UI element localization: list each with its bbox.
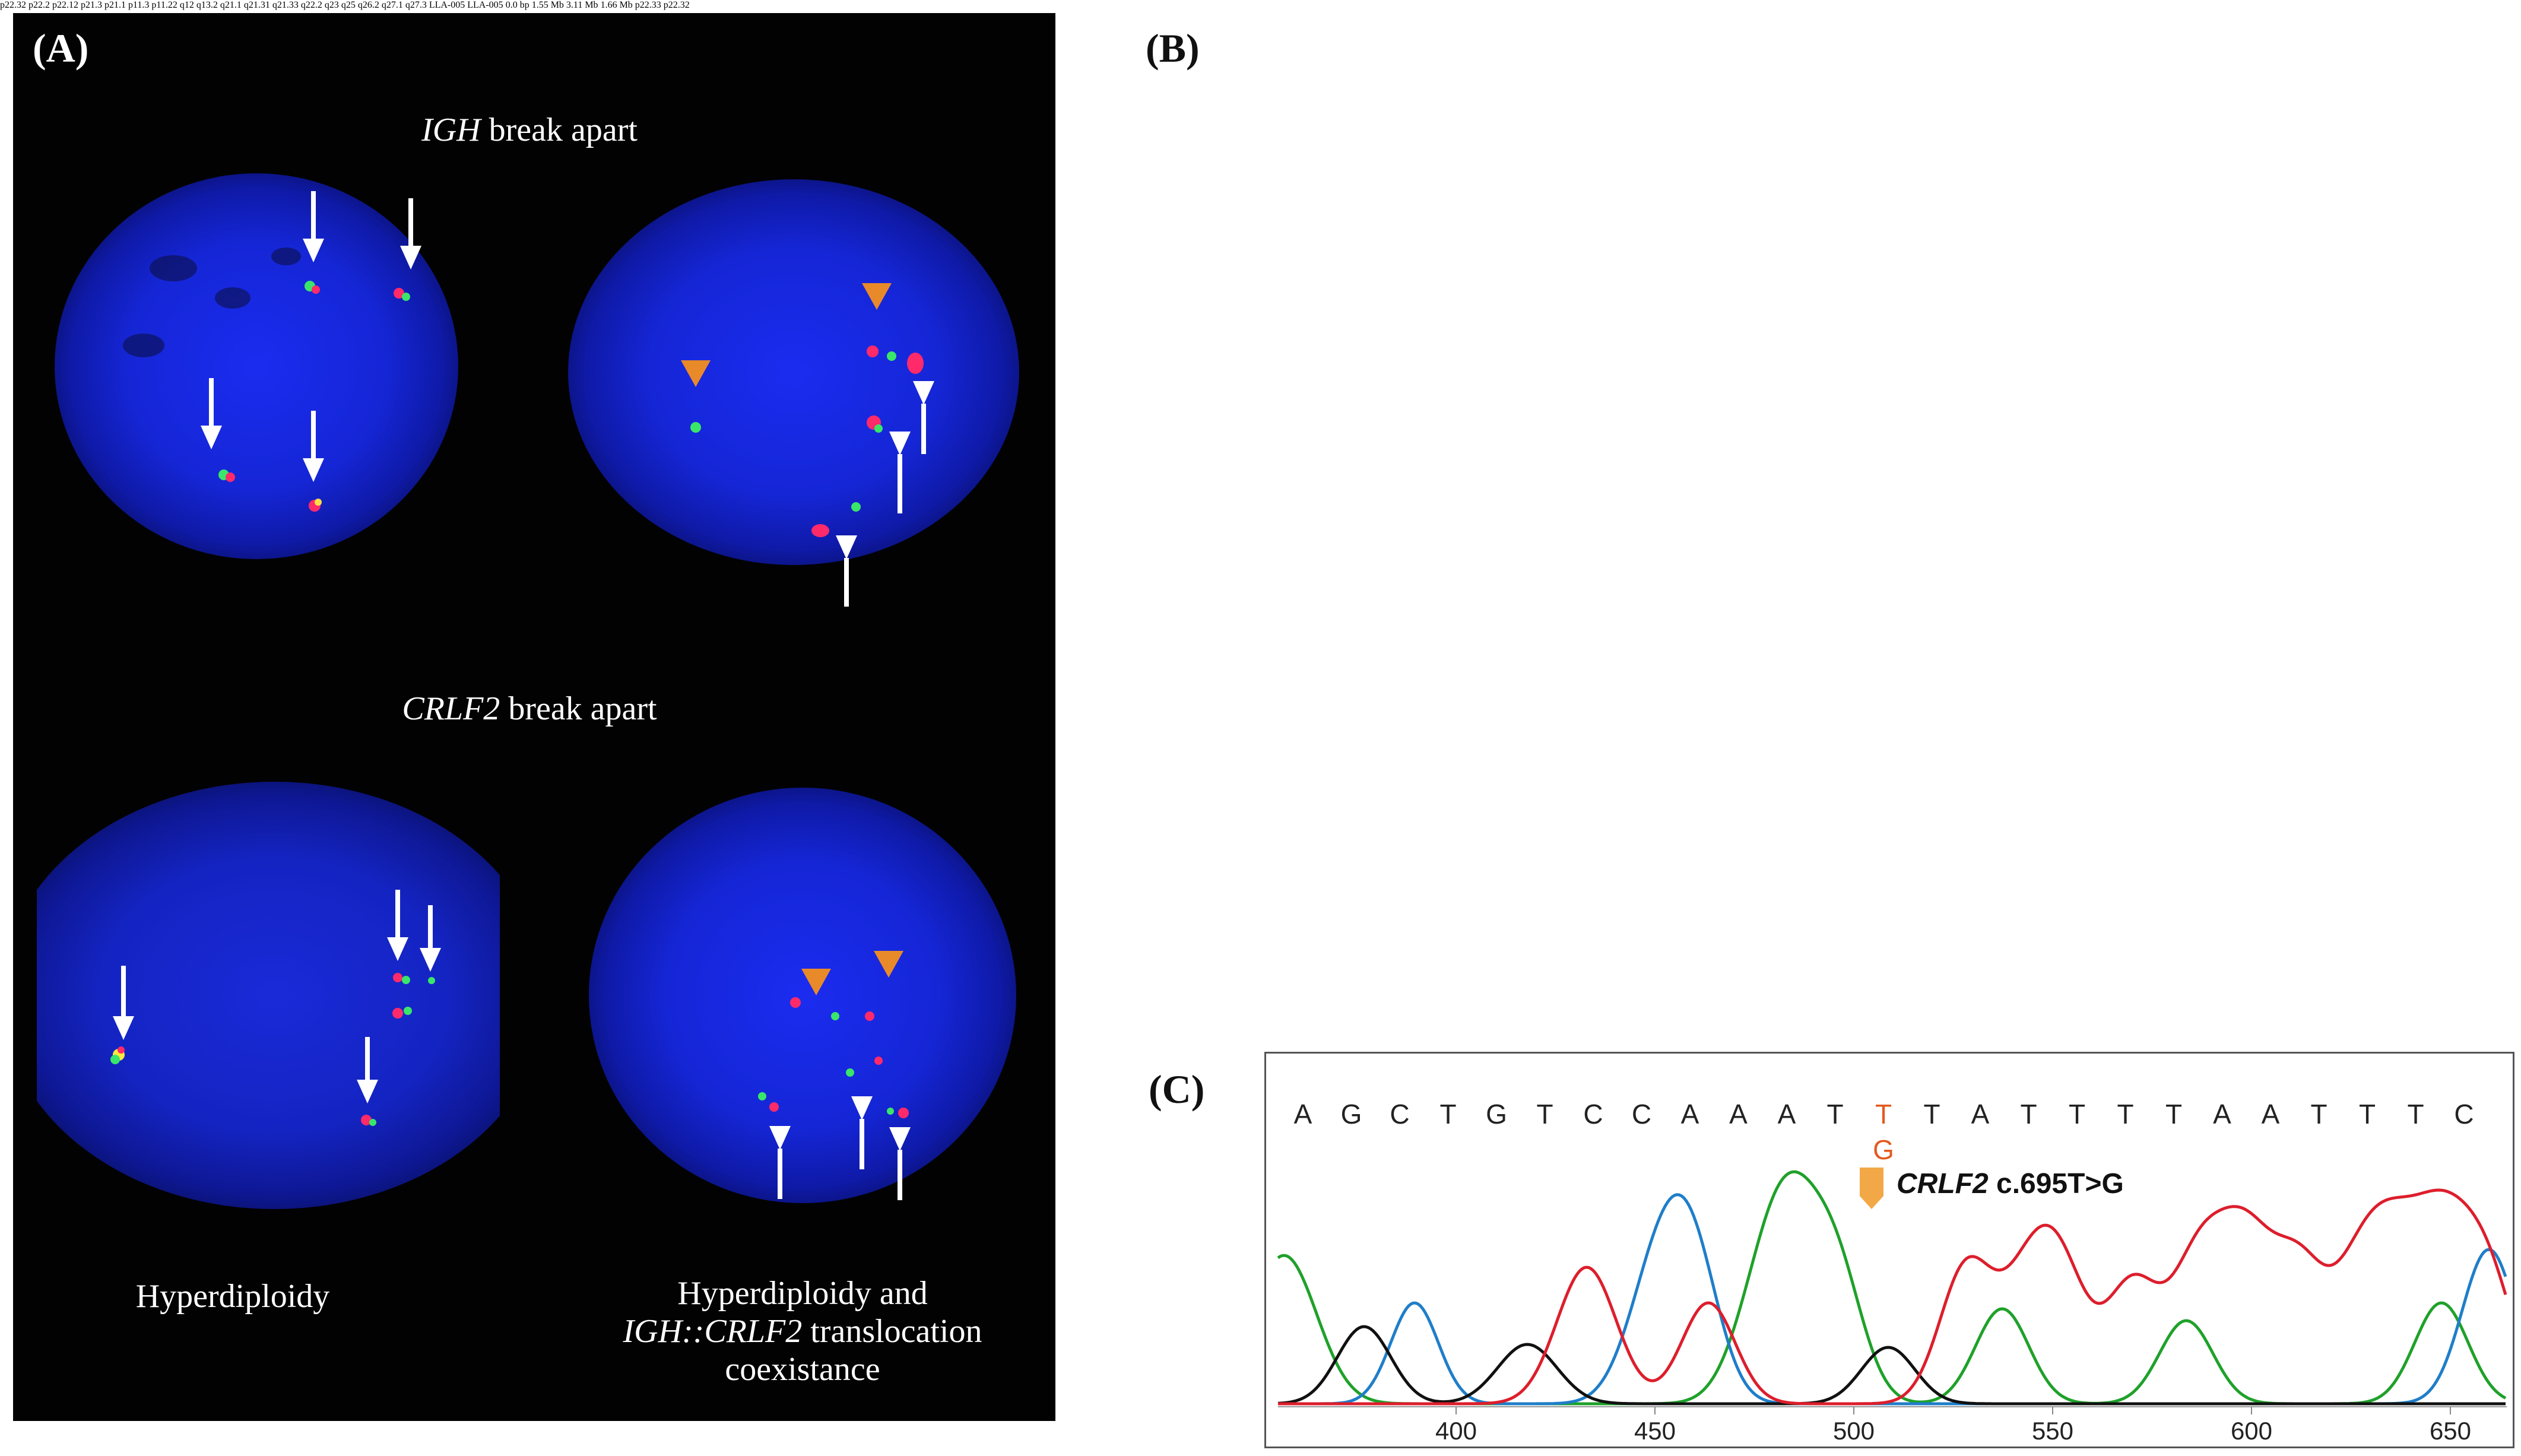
sequence-base: T: [1826, 1099, 1843, 1130]
fish-cell-igh-normal: [37, 150, 476, 589]
sequence-base: T: [1923, 1099, 1940, 1130]
sequence-base: G: [1486, 1099, 1507, 1130]
panel-c-label: (C): [1149, 1067, 1205, 1112]
fish-image-panel: IGH break apart CRLF2 break apart: [13, 13, 1055, 1421]
crlf2-gene-box: PLCSHOXCRLF2CSF2RAIL3RASLC25A6ASMTLP2RY8…: [506, 0, 690, 10]
sequence-base: A: [1681, 1099, 1699, 1130]
sequence-base: T: [1536, 1099, 1553, 1130]
alternate-base: G: [1873, 1134, 1894, 1165]
sample-label-right: LLA-005: [467, 0, 503, 10]
sequence-base: A: [2213, 1099, 2231, 1130]
panel-b-label: (B): [1146, 26, 1200, 71]
sequence-base: T: [2165, 1099, 2182, 1130]
fish-cell-crlf2-split: [547, 776, 1040, 1221]
x-tick-label: 500: [1833, 1417, 1875, 1445]
sample-label-left: LLA-005: [429, 0, 465, 10]
sequence-base: A: [2262, 1099, 2280, 1130]
sequence-base: C: [2454, 1099, 2474, 1130]
sequence-base: A: [1729, 1099, 1748, 1130]
fish-signals: [123, 191, 421, 512]
panel-a-label: (A): [33, 26, 89, 71]
x-tick-label: 650: [2430, 1417, 2471, 1445]
sequence-base: T: [2020, 1099, 2037, 1130]
sequence-base: A: [1294, 1099, 1312, 1130]
fish-signals: [110, 890, 441, 1126]
fish-cell-igh-split: [559, 156, 1046, 607]
caption-hyperdiploidy-translocation: Hyperdiploidy and IGH::CRLF2 translocati…: [623, 1275, 982, 1388]
igh-break-apart-title: IGH break apart: [421, 112, 638, 148]
sequence-base: C: [1390, 1099, 1409, 1130]
genomic-scale: 0.0 bp 1.55 Mb 3.11 Mb 1.66 Mb p22.33 p2…: [505, 0, 690, 10]
trace-C: [1278, 1193, 2507, 1406]
sequence-base: A: [1971, 1099, 1990, 1130]
fish-signals: [681, 283, 934, 607]
sequence-base: T: [1875, 1099, 1892, 1130]
sequence-base: T: [2359, 1099, 2376, 1130]
caption-hyperdiploidy: Hyperdiploidy: [135, 1278, 330, 1315]
sequence-base: T: [2407, 1099, 2424, 1130]
zoom-plot: LLA-005 -4-3-2-101234 PLCSHOXCRLF2CSF2RA…: [467, 0, 690, 10]
overview-plot: LLA-005 -4-3-2-101234: [429, 0, 467, 10]
fish-cell-crlf2-normal: [37, 776, 500, 1215]
crlf2-break-apart-title: CRLF2 break apart: [402, 690, 657, 727]
trace-A: [1277, 1170, 2507, 1406]
sequence-base: T: [2310, 1099, 2327, 1130]
sequence-base: T: [1439, 1099, 1456, 1130]
trace-T: [1278, 1188, 2507, 1406]
sequence-base: G: [1341, 1099, 1362, 1130]
chromatogram: A G C T G T C C A A A T TGT A T T T T A A T T T C CRLF2 c.695T>…: [1277, 1099, 2507, 1445]
trace-G: [1277, 1325, 2506, 1406]
x-tick-label: 450: [1634, 1417, 1676, 1445]
mutation-flag-icon: [1860, 1168, 1883, 1209]
band-labels: p22.32 p22.2 p22.12 p21.3 p21.1 p11.3 p1…: [0, 0, 427, 10]
sequence-base: A: [1778, 1099, 1796, 1130]
x-tick-label: 600: [2231, 1417, 2272, 1445]
x-tick-label: 550: [2032, 1417, 2073, 1445]
sequence-base: C: [1632, 1099, 1651, 1130]
highlight-region: PLCSHOXCRLF2CSF2RAIL3RASLC25A6ASMTLP2RY8…: [506, 0, 690, 10]
mutation-label: CRLF2 c.695T>G: [1897, 1168, 2124, 1200]
mutation-annotation: CRLF2 c.695T>G: [1860, 1168, 2124, 1209]
sequence-base: C: [1583, 1099, 1603, 1130]
cnv-segment-bar: PLCSHOXCRLF2CSF2RAIL3RASLC25A6ASMTLP2RY8…: [506, 0, 690, 10]
sequence-base: T: [2069, 1099, 2085, 1130]
trend-line: PLCSHOXCRLF2CSF2RAIL3RASLC25A6ASMTLP2RY8…: [506, 0, 690, 10]
sequence-base: T: [2117, 1099, 2133, 1130]
fish-signals: [758, 951, 911, 1200]
x-tick-label: 400: [1435, 1417, 1477, 1445]
